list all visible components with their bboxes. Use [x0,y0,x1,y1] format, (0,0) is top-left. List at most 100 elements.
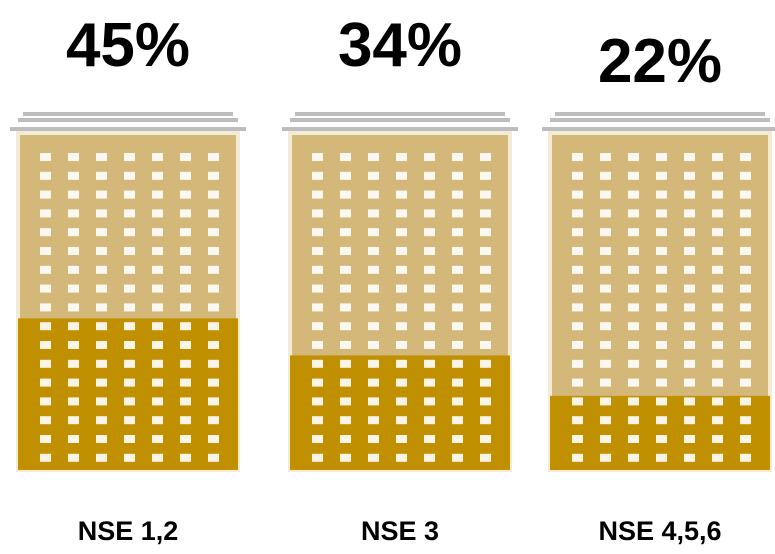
window [124,435,135,443]
window [600,171,611,180]
window [96,322,107,331]
window [712,228,723,237]
window [312,284,323,293]
window [628,341,639,349]
window [740,265,751,274]
window [572,378,583,387]
window [424,209,435,218]
roof [550,118,770,122]
window [312,322,323,331]
value-label: 45% [66,11,190,80]
window [152,322,163,331]
window [340,228,351,237]
window [628,397,639,406]
window [684,416,695,425]
window [340,265,351,274]
window [628,247,639,255]
window [684,397,695,406]
window [656,416,667,425]
window [152,453,163,462]
value-label: 34% [338,11,462,80]
window [152,303,163,312]
window [340,397,351,406]
window [124,190,135,199]
window [68,209,79,218]
window [96,453,107,462]
window [124,265,135,274]
window [712,190,723,199]
window [208,153,219,161]
window [452,228,463,237]
window [480,453,491,462]
window [684,435,695,443]
window [312,265,323,274]
window [180,247,191,255]
window [480,303,491,312]
window [656,397,667,406]
window [396,247,407,255]
window [180,303,191,312]
window [684,341,695,349]
window [396,303,407,312]
window [124,209,135,218]
window [180,228,191,237]
window [312,359,323,368]
window [96,190,107,199]
window [180,190,191,199]
window [740,435,751,443]
window [480,247,491,255]
window [452,153,463,161]
window [180,284,191,293]
window [124,378,135,387]
window [208,247,219,255]
window [96,341,107,349]
window [600,153,611,161]
window [600,190,611,199]
window [684,190,695,199]
window [600,265,611,274]
window [628,153,639,161]
window [180,378,191,387]
window [312,435,323,443]
window [340,453,351,462]
window [396,190,407,199]
window [656,190,667,199]
window [368,359,379,368]
window [180,265,191,274]
window [208,378,219,387]
window [208,416,219,425]
window [96,247,107,255]
window [340,359,351,368]
window [68,153,79,161]
window [40,171,51,180]
window [740,416,751,425]
window [740,453,751,462]
window [740,341,751,349]
window [572,322,583,331]
window [152,359,163,368]
window [368,190,379,199]
window [208,228,219,237]
window [452,435,463,443]
window [208,265,219,274]
window [452,209,463,218]
window [208,435,219,443]
window [572,171,583,180]
window [40,284,51,293]
window [208,341,219,349]
window [208,322,219,331]
window [628,228,639,237]
window [572,209,583,218]
window [312,303,323,312]
window [396,416,407,425]
window [40,359,51,368]
window [180,153,191,161]
window [340,378,351,387]
window [656,171,667,180]
window [480,228,491,237]
window [424,435,435,443]
window [208,303,219,312]
window [124,322,135,331]
window [40,435,51,443]
window [340,416,351,425]
